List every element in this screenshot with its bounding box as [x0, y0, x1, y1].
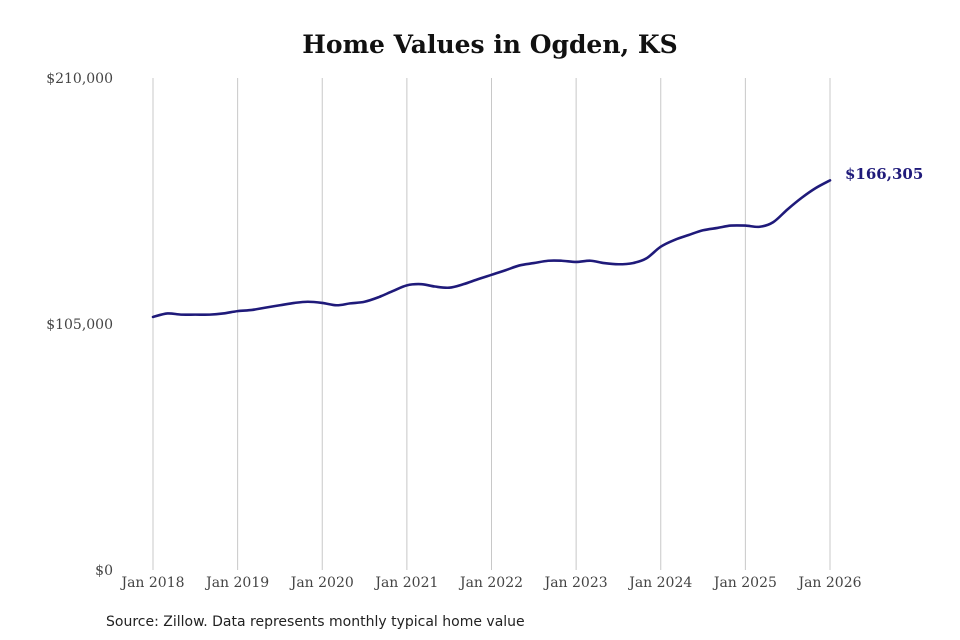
- y-tick-label-2: $0: [95, 563, 113, 579]
- x-axis-tick-labels: Jan 2018 Jan 2019 Jan 2020 Jan 2021 Jan 2022…: [119, 575, 861, 591]
- x-tick-label-3: Jan 2021: [373, 575, 438, 591]
- vertical-gridlines: [152, 78, 831, 570]
- x-tick-label-5: Jan 2023: [543, 575, 608, 591]
- x-tick-label-8: Jan 2026: [796, 575, 861, 591]
- home-value-series-line-0: [151, 179, 832, 319]
- y-tick-label-0: $210,000: [46, 71, 113, 87]
- x-tick-label-7: Jan 2025: [712, 575, 777, 591]
- x-tick-label-2: Jan 2020: [289, 575, 354, 591]
- x-tick-label-6: Jan 2024: [627, 575, 692, 591]
- x-tick-label-1: Jan 2019: [204, 575, 269, 591]
- end-value-label: $166,305: [845, 165, 923, 183]
- series-line-group: [151, 179, 832, 319]
- x-tick-label-4: Jan 2022: [458, 575, 523, 591]
- y-tick-label-1: $105,000: [46, 317, 113, 333]
- source-note: Source: Zillow. Data represents monthly …: [106, 614, 525, 630]
- x-tick-label-0: Jan 2018: [119, 575, 184, 591]
- y-axis-tick-labels: $210,000 $105,000 $0: [46, 71, 113, 579]
- chart-title: Home Values in Ogden, KS: [302, 30, 677, 59]
